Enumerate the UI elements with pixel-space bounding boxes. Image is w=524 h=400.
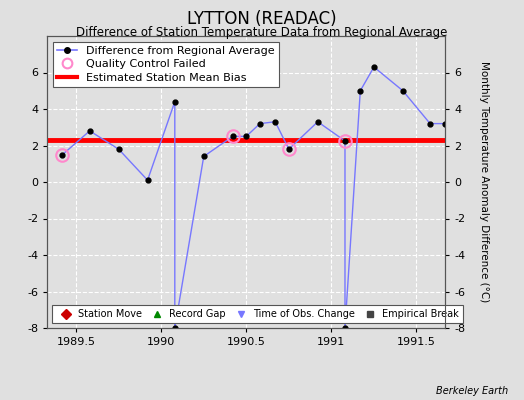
Legend: Station Move, Record Gap, Time of Obs. Change, Empirical Break: Station Move, Record Gap, Time of Obs. C…: [52, 305, 463, 323]
Y-axis label: Monthly Temperature Anomaly Difference (°C): Monthly Temperature Anomaly Difference (…: [479, 61, 489, 303]
Text: LYTTON (READAC): LYTTON (READAC): [187, 10, 337, 28]
Text: Berkeley Earth: Berkeley Earth: [436, 386, 508, 396]
Text: Difference of Station Temperature Data from Regional Average: Difference of Station Temperature Data f…: [77, 26, 447, 39]
